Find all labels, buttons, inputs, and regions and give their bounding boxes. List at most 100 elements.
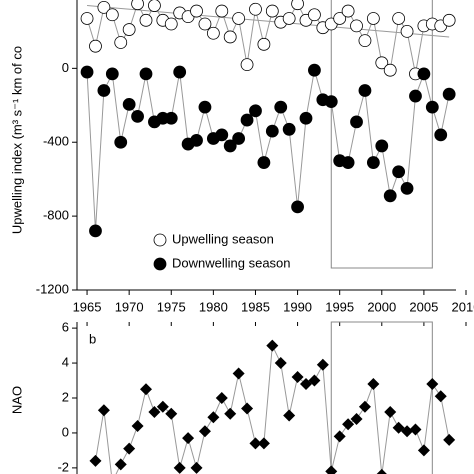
legend-label: Downwelling season: [172, 255, 291, 270]
circle-marker: [122, 23, 136, 36]
circle-marker: [375, 139, 389, 153]
highlight-box: [330, 0, 433, 269]
x-tick-label: 1975: [157, 299, 186, 314]
x-tick-label: 2005: [409, 299, 438, 314]
circle-marker: [341, 156, 355, 169]
y-tick-label: 0: [62, 424, 69, 439]
legend-label: Upwelling season: [172, 231, 274, 246]
circle-marker: [299, 111, 313, 125]
diamond-marker: [257, 437, 270, 450]
diamond-marker: [409, 423, 422, 436]
x-tick-label: 1995: [325, 299, 354, 314]
y-tick-label: -800: [43, 208, 69, 223]
diamond-marker: [190, 461, 203, 474]
y-tick-label: -1200: [36, 281, 69, 296]
y-tick-label: 0: [62, 60, 69, 75]
circle-marker: [333, 12, 347, 25]
diamond-marker: [131, 419, 144, 432]
x-tick-label: 1990: [283, 299, 312, 314]
circle-marker: [442, 13, 456, 27]
diamond-marker: [283, 409, 296, 422]
panel-label: b: [89, 331, 96, 346]
circle-marker: [358, 34, 372, 48]
circle-marker: [358, 84, 372, 97]
highlight-box: [330, 321, 433, 474]
circle-marker: [80, 12, 94, 25]
diamond-marker: [232, 367, 245, 380]
circle-marker: [291, 0, 304, 11]
circle-marker: [164, 17, 178, 31]
diamond-marker: [249, 437, 262, 450]
series-line: [94, 343, 450, 474]
diamond-marker: [358, 400, 371, 413]
circle-marker: [139, 13, 153, 27]
circle-marker: [392, 12, 406, 25]
y-tick-label: -2: [57, 459, 69, 474]
circle-marker: [198, 17, 212, 31]
diamond-marker: [434, 390, 447, 403]
y-tick-label: 6: [62, 320, 69, 335]
circle-marker: [324, 95, 338, 108]
circle-marker: [122, 97, 136, 111]
circle-marker: [400, 182, 414, 195]
circle-marker: [383, 189, 397, 203]
circle-marker: [173, 65, 187, 79]
y-tick-label: 2: [62, 389, 69, 404]
x-tick-label: 2000: [367, 299, 396, 314]
circle-marker: [417, 67, 431, 81]
circle-marker: [131, 109, 144, 123]
circle-marker: [164, 111, 178, 125]
y-tick-label: 4: [62, 354, 69, 369]
diamond-marker: [156, 400, 169, 413]
diamond-marker: [114, 458, 127, 471]
series-line: [86, 70, 450, 231]
circle-marker: [89, 39, 102, 53]
circle-marker: [198, 100, 212, 114]
circle-marker: [265, 4, 279, 18]
diamond-marker: [376, 468, 387, 474]
circle-marker: [89, 224, 102, 238]
circle-marker: [232, 132, 246, 145]
x-tick-label: 2010: [452, 299, 474, 314]
circle-marker: [249, 2, 262, 16]
diamond-marker: [401, 425, 414, 438]
y-tick-label: -400: [43, 134, 69, 149]
diamond-marker: [266, 339, 279, 352]
circle-marker: [392, 165, 406, 179]
circle-marker: [240, 113, 254, 127]
circle-marker: [291, 200, 304, 214]
circle-marker: [206, 26, 220, 40]
circle-marker: [366, 12, 380, 25]
diamond-marker: [165, 407, 178, 420]
circle-marker: [97, 0, 111, 14]
circle-marker: [148, 0, 161, 12]
diamond-marker: [148, 405, 161, 418]
circle-marker: [350, 115, 363, 129]
diamond-marker: [140, 383, 152, 396]
x-tick-label: 1980: [199, 299, 228, 314]
trend-line: [87, 5, 450, 38]
circle-marker: [105, 8, 119, 22]
diamond-marker: [89, 454, 102, 467]
diamond-marker: [426, 378, 439, 391]
circle-marker: [249, 104, 262, 118]
diamond-marker: [384, 405, 397, 418]
circle-marker: [190, 4, 203, 18]
circle-marker: [139, 67, 153, 81]
diamond-marker: [333, 430, 346, 443]
circle-marker: [190, 133, 203, 147]
diamond-marker: [367, 378, 380, 391]
circle-marker: [265, 124, 279, 138]
diamond-marker: [123, 442, 136, 455]
plot-area: [80, 0, 456, 238]
circle-marker: [282, 122, 296, 136]
diamond-marker: [316, 358, 329, 371]
diamond-marker: [325, 465, 338, 474]
circle-marker: [257, 156, 271, 169]
circle-marker: [97, 84, 111, 97]
circle-marker: [375, 56, 389, 70]
circle-marker: [434, 128, 448, 142]
circle-marker: [341, 4, 355, 18]
circle-marker: [232, 12, 246, 25]
